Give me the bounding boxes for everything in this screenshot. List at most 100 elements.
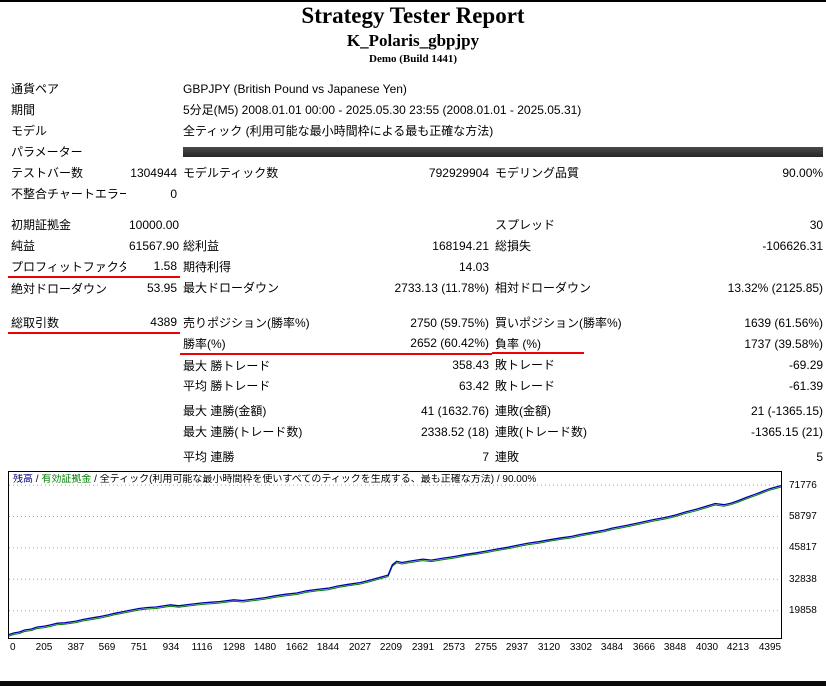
x-axis-label: 1662 <box>285 642 309 653</box>
x-axis-label: 2027 <box>348 642 372 653</box>
report-cell: 1304944 <box>130 165 177 180</box>
chart-plot-area: 残高 / 有効証拠金 / 全ティック(利用可能な最小時間枠を使いすべてのティック… <box>8 471 782 639</box>
report-cell: 最大ドローダウン <box>183 281 280 295</box>
window-top-edge <box>0 0 826 2</box>
report-build: Demo (Build 1441) <box>369 53 457 65</box>
report-cell: 純益 <box>11 239 36 253</box>
x-axis-label: 3848 <box>663 642 687 653</box>
report-cell: 2338.52 (18) <box>420 424 489 439</box>
report-cell: 30 <box>809 217 824 232</box>
model-value: 全ティック (利用可能な最小時間枠による最も正確な方法) <box>183 124 494 138</box>
report-row: パラメーター <box>8 141 826 162</box>
report-cell <box>126 421 180 442</box>
report-cell: 7 <box>482 449 489 464</box>
report-cell: 10000.00 <box>129 217 180 232</box>
report-cell: -1365.15 (21) <box>751 424 824 439</box>
report-cell: 相対ドローダウン <box>495 281 592 295</box>
report-cell <box>126 333 180 354</box>
x-axis-label: 1298 <box>222 642 246 653</box>
x-axis-label: 3302 <box>569 642 593 653</box>
report-cell: -61.39 <box>789 378 824 393</box>
spacer-cell <box>8 204 826 214</box>
report-row: 最大 連勝(トレード数) 2338.52 (18) 連敗(トレード数) -1365.1… <box>8 421 826 442</box>
report-cell <box>8 400 126 421</box>
report-cell: 最大 連勝(トレード数) <box>183 425 303 439</box>
report-cell: 41 (1632.76) <box>420 403 489 418</box>
y-axis-label: 32838 <box>789 574 817 585</box>
x-axis-label: 0 <box>10 642 16 653</box>
model-legend-text: 全ティック(利用可能な最小時間枠を使いすべてのティックを生成する、最も正確な方法… <box>99 474 495 485</box>
report-cell: 792929904 <box>428 165 489 180</box>
report-title: Strategy Tester Report <box>301 3 525 28</box>
parameters-bar-cell <box>180 141 826 162</box>
win-rate-label: 勝率(%) <box>180 333 330 355</box>
report-cell <box>628 183 826 204</box>
x-axis-label: 1480 <box>253 642 277 653</box>
y-axis-label: 19858 <box>789 605 817 616</box>
spacer-row <box>8 204 826 214</box>
currency-pair-value: GBPJPY (British Pound vs Japanese Yen) <box>183 81 407 96</box>
report-cell: 連敗 <box>495 450 520 464</box>
report-row: 平均 連勝 7 連敗 5 <box>8 446 826 467</box>
report-cell <box>492 183 628 204</box>
report-cell: 1639 (61.56%) <box>744 315 824 330</box>
y-axis-label: 45817 <box>789 542 817 553</box>
x-axis-label: 2391 <box>411 642 435 653</box>
model-label: モデル <box>11 124 48 138</box>
report-cell: 63.42 <box>458 378 489 393</box>
x-axis-label: 2937 <box>505 642 529 653</box>
report-cell <box>126 141 180 162</box>
report-cell <box>492 256 628 277</box>
profit-factor-value: 1.58 <box>126 256 180 278</box>
total-trades-value: 4389 <box>126 312 180 334</box>
report-row: プロフィットファクタ 1.58 期待利得 14.03 <box>8 256 826 278</box>
report-cell: 期待利得 <box>183 260 232 274</box>
report-header: Strategy Tester Report K_Polaris_gbpjpy … <box>0 2 826 66</box>
win-rate-value: 2652 (60.42%) <box>330 333 492 355</box>
report-cell: モデリング品質 <box>495 166 580 180</box>
report-cell <box>330 183 492 204</box>
balance-curve <box>9 484 781 636</box>
total-trades-label: 総取引数 <box>8 312 126 334</box>
period-value: 5分足(M5) 2008.01.01 00:00 - 2025.05.30 23… <box>183 103 582 117</box>
report-cell: 14.03 <box>458 259 489 274</box>
spacer-row <box>8 298 826 312</box>
y-axis-label: 71776 <box>789 480 817 491</box>
chart-canvas <box>9 484 781 637</box>
report-cell: 負率 (%) <box>492 333 628 354</box>
report-cell: 53.95 <box>146 281 177 295</box>
report-cell <box>8 333 126 354</box>
report-cell: -106626.31 <box>762 238 824 253</box>
report-cell: 平均 連勝 <box>183 450 235 464</box>
profit-factor-label: プロフィットファクタ <box>8 256 126 278</box>
balance-chart: 残高 / 有効証拠金 / 全ティック(利用可能な最小時間枠を使いすべてのティック… <box>8 471 822 655</box>
x-axis-label: 387 <box>67 642 85 653</box>
report-cell: 買いポジション(勝率%) <box>495 316 622 330</box>
legend-separator: / <box>33 474 42 485</box>
x-axis-label: 934 <box>162 642 180 653</box>
report-cell: 1737 (39.58%) <box>744 336 824 351</box>
report-cell: 61567.90 <box>129 238 180 253</box>
report-cell: 358.43 <box>452 358 489 372</box>
report-row: モデル 全ティック (利用可能な最小時間枠による最も正確な方法) <box>8 120 826 141</box>
report-cell: 連敗(金額) <box>495 404 551 418</box>
report-cell: 2750 (59.75%) <box>410 315 489 330</box>
report-cell: 168194.21 <box>432 238 489 253</box>
x-axis-label: 2573 <box>442 642 466 653</box>
report-cell <box>180 214 330 235</box>
report-cell: 敗トレード <box>495 379 556 393</box>
x-axis-label: 2209 <box>379 642 403 653</box>
report-cell: 平均 勝トレード <box>183 379 271 393</box>
report-table: 通貨ペア GBPJPY (British Pound vs Japanese Ye… <box>8 78 826 467</box>
report-row: 最大 連勝(金額) 41 (1632.76) 連敗(金額) 21 (-1365.15) <box>8 400 826 421</box>
report-cell: 5 <box>816 449 824 464</box>
report-cell: 13.32% (2125.85) <box>727 280 824 295</box>
report-row: 初期証拠金 10000.00 スプレッド 30 <box>8 214 826 235</box>
report-cell <box>330 214 492 235</box>
report-cell <box>8 354 126 375</box>
report-cell: 連敗(トレード数) <box>495 425 587 439</box>
currency-pair-label: 通貨ペア <box>11 82 60 96</box>
chart-legend: 残高 / 有効証拠金 / 全ティック(利用可能な最小時間枠を使いすべてのティック… <box>13 474 536 486</box>
report-cell <box>8 375 126 396</box>
report-row: 通貨ペア GBPJPY (British Pound vs Japanese Ye… <box>8 78 826 99</box>
